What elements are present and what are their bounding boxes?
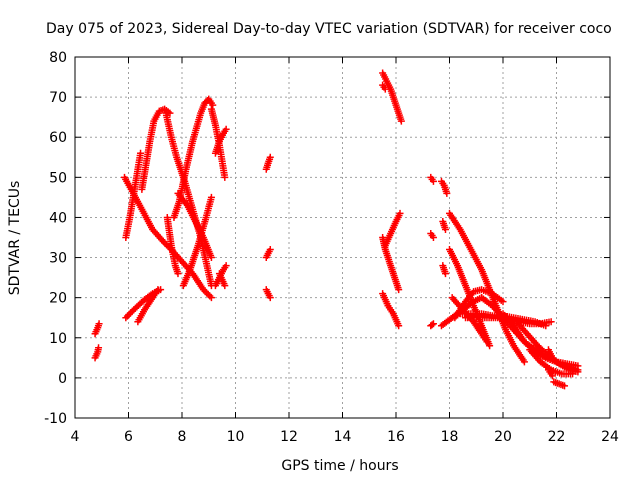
data-segment	[427, 320, 437, 330]
data-segment	[439, 262, 449, 278]
data-segment	[379, 81, 389, 93]
data-point	[428, 321, 436, 329]
data-segment	[207, 105, 229, 181]
data-point	[561, 382, 569, 390]
data-point	[441, 270, 449, 278]
axis-ticks: 4 6 8 10 12 14 16 18 20 22 24 -10 0 10 20 30 40 50 60 70 80	[44, 50, 619, 445]
data-point	[395, 286, 403, 294]
x-tick-label: 6	[124, 429, 133, 445]
data-point	[443, 189, 451, 197]
data-point	[137, 149, 145, 157]
data-point	[499, 298, 507, 306]
data-segment	[379, 69, 405, 125]
x-tick-label: 24	[601, 429, 619, 445]
data-segment	[179, 193, 215, 290]
y-tick-label: 20	[49, 291, 67, 307]
data-segment	[439, 217, 449, 233]
y-tick-label: -10	[44, 411, 67, 427]
data-point	[266, 246, 274, 254]
data-point	[222, 262, 230, 270]
y-tick-label: 30	[49, 251, 67, 267]
x-tick-label: 4	[71, 429, 80, 445]
data-point	[221, 282, 229, 290]
data-point	[207, 193, 215, 201]
data-point	[154, 286, 162, 294]
data-segment	[550, 378, 569, 390]
x-tick-label: 10	[227, 429, 245, 445]
data-point	[174, 270, 182, 278]
data-point	[266, 294, 274, 302]
data-segment	[526, 346, 577, 378]
data-point	[266, 153, 274, 161]
data-segment	[437, 177, 451, 197]
data-point	[548, 354, 556, 362]
x-tick-label: 8	[178, 429, 187, 445]
data-point	[429, 177, 437, 185]
chart-title: Day 075 of 2023, Sidereal Day-to-day VTE…	[46, 21, 612, 37]
data-segment	[138, 105, 174, 193]
data-point	[547, 318, 555, 326]
y-tick-label: 50	[49, 170, 67, 186]
data-segment	[262, 246, 274, 262]
data-segment	[262, 153, 274, 173]
data-point	[221, 173, 229, 181]
data-segment	[544, 346, 556, 362]
data-point	[95, 320, 103, 328]
data-segment	[381, 209, 404, 250]
data-segment	[170, 95, 217, 221]
data-point	[222, 125, 230, 133]
y-tick-label: 40	[49, 210, 67, 226]
x-tick-label: 16	[387, 429, 405, 445]
x-tick-label: 22	[548, 429, 566, 445]
y-tick-label: 0	[58, 371, 67, 387]
data-segment	[163, 213, 182, 278]
data-point	[209, 101, 217, 109]
data-segment	[91, 320, 103, 338]
data-segment	[427, 229, 437, 241]
data-segment	[379, 290, 403, 330]
data-point	[520, 358, 528, 366]
x-tick-label: 12	[280, 429, 298, 445]
data-point	[441, 225, 449, 233]
data-segment	[134, 286, 162, 326]
x-tick-label: 20	[494, 429, 512, 445]
data-segment	[512, 318, 582, 376]
data-point	[207, 254, 215, 262]
data-series	[91, 69, 582, 390]
x-axis-label: GPS time / hours	[281, 458, 398, 474]
data-segment	[262, 286, 274, 302]
data-point	[381, 85, 389, 93]
data-point	[483, 338, 491, 346]
data-segment	[427, 173, 437, 185]
data-point	[396, 209, 404, 217]
data-point	[397, 117, 405, 125]
data-point	[429, 234, 437, 241]
grid	[75, 57, 610, 418]
data-segment	[544, 366, 556, 380]
y-tick-label: 60	[49, 130, 67, 146]
x-tick-label: 18	[441, 429, 459, 445]
data-point	[569, 370, 577, 378]
data-segment	[211, 125, 230, 157]
data-point	[574, 368, 582, 376]
data-segment	[215, 270, 229, 290]
data-point	[207, 294, 215, 302]
y-tick-label: 70	[49, 90, 67, 106]
y-axis-label: SDTVAR / TECUs	[7, 181, 23, 296]
x-tick-label: 14	[334, 429, 352, 445]
data-segment	[91, 344, 103, 362]
data-point	[395, 322, 403, 330]
data-point	[486, 342, 494, 350]
y-tick-label: 80	[49, 50, 67, 66]
data-point	[429, 320, 437, 328]
data-point	[548, 372, 556, 380]
data-point	[95, 344, 103, 352]
y-tick-label: 10	[49, 331, 67, 347]
data-segment	[162, 109, 215, 290]
